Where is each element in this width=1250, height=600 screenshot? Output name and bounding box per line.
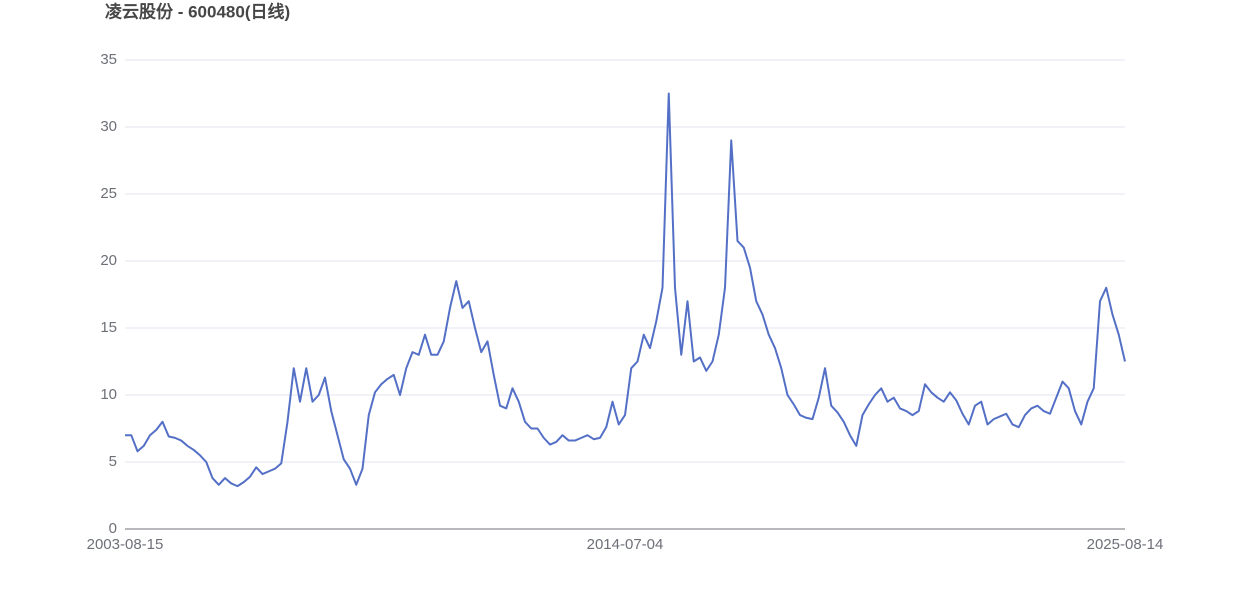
y-tick-label: 15 (100, 319, 117, 336)
x-tick-label: 2014-07-04 (587, 536, 664, 553)
x-tick-label: 2025-08-14 (1087, 536, 1164, 553)
y-tick-label: 25 (100, 185, 117, 202)
y-tick-label: 5 (109, 453, 117, 470)
y-tick-label: 30 (100, 118, 117, 135)
chart-title: 凌云股份 - 600480(日线) (105, 1, 290, 21)
y-tick-label: 35 (100, 51, 117, 68)
price-line (125, 92, 1126, 488)
x-tick-label: 2003-08-15 (87, 536, 164, 553)
y-tick-label: 0 (109, 520, 117, 537)
y-tick-label: 20 (100, 252, 117, 269)
y-tick-label: 10 (100, 386, 117, 403)
